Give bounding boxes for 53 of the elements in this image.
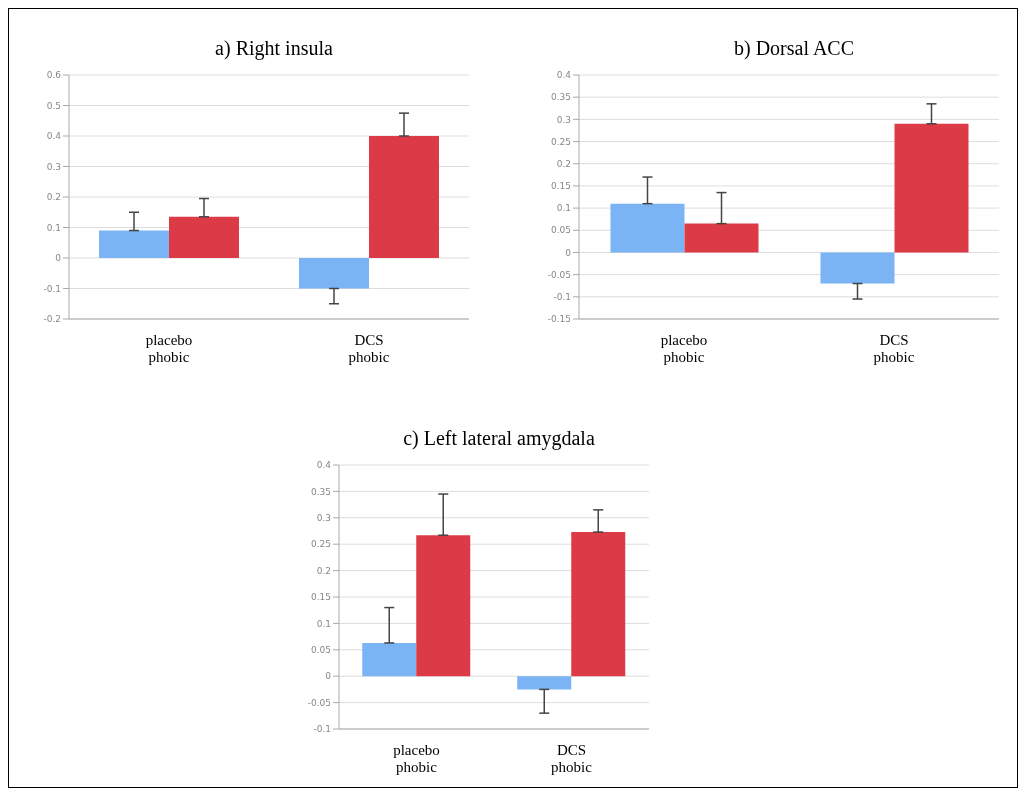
- y-tick-label: 0.15: [550, 181, 571, 192]
- bar: [416, 535, 471, 677]
- y-tick-label: -0.05: [307, 697, 331, 708]
- x-tick-label: placebo phobic: [660, 332, 708, 365]
- y-tick-label: 0.35: [310, 486, 331, 497]
- y-tick-label: 0.2: [46, 192, 61, 203]
- y-tick-label: -0.1: [43, 283, 61, 294]
- bar: [169, 216, 239, 258]
- y-tick-label: 0.6: [46, 70, 62, 81]
- x-tick-label: DCS phobic: [348, 332, 390, 365]
- x-tick-label: DCS phobic: [551, 742, 593, 775]
- y-tick-label: 0.25: [310, 539, 331, 550]
- bar: [99, 230, 169, 258]
- y-tick-label: 0.4: [316, 460, 332, 471]
- bar: [517, 676, 572, 690]
- y-tick-label: -0.1: [553, 292, 571, 303]
- y-tick-label: 0.35: [550, 92, 571, 103]
- y-tick-label: 0.05: [550, 225, 571, 236]
- y-tick-label: -0.1: [313, 724, 331, 735]
- bar: [362, 642, 417, 677]
- bar: [894, 123, 969, 253]
- x-tick-label: DCS phobic: [873, 332, 915, 365]
- bar: [684, 223, 759, 253]
- y-tick-label: 0.3: [46, 161, 61, 172]
- y-tick-label: 0.1: [556, 203, 571, 214]
- chart-title: a) Right insula: [214, 37, 334, 62]
- bar: [299, 258, 369, 289]
- bar: [369, 136, 439, 258]
- y-tick-label: 0.05: [310, 644, 331, 655]
- x-tick-label: placebo phobic: [145, 332, 193, 365]
- y-tick-label: 0.4: [46, 131, 62, 142]
- y-tick-label: 0: [325, 671, 332, 682]
- y-tick-label: 0.2: [556, 158, 571, 169]
- y-tick-label: 0.3: [556, 114, 571, 125]
- y-tick-label: 0.25: [550, 136, 571, 147]
- y-tick-label: 0.15: [310, 592, 331, 603]
- y-tick-label: 0.1: [46, 222, 61, 233]
- x-tick-label: placebo phobic: [393, 742, 440, 775]
- y-tick-label: 0: [565, 247, 572, 258]
- bar: [571, 532, 626, 677]
- y-tick-label: -0.15: [547, 314, 571, 325]
- chart-title: b) Dorsal ACC: [733, 37, 855, 61]
- y-tick-label: 0.3: [316, 512, 331, 523]
- bar: [610, 203, 685, 253]
- y-tick-label: 0: [55, 253, 62, 264]
- y-tick-label: 0.5: [46, 100, 61, 111]
- y-tick-label: -0.05: [547, 269, 571, 280]
- y-tick-label: 0.2: [316, 565, 331, 576]
- bar: [820, 252, 895, 284]
- chart-title: c) Left lateral amygdala: [402, 427, 596, 452]
- y-tick-label: 0.4: [556, 70, 572, 81]
- y-tick-label: -0.2: [43, 314, 61, 325]
- y-tick-label: 0.1: [316, 618, 331, 629]
